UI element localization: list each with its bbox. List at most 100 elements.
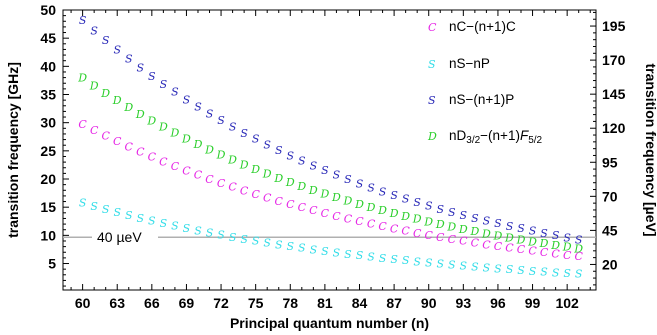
data-point-series-3: D: [227, 154, 237, 167]
data-point-series-0: C: [263, 192, 272, 205]
data-point-series-3: D: [377, 204, 387, 217]
data-point-series-3: D: [400, 210, 410, 223]
data-point-series-2: S: [287, 149, 295, 162]
data-point-series-1: S: [483, 261, 491, 274]
data-point-series-3: D: [516, 233, 526, 246]
data-point-series-0: C: [551, 248, 560, 261]
data-point-series-2: S: [344, 173, 352, 186]
data-point-series-1: S: [333, 246, 341, 259]
data-point-series-2: S: [125, 53, 133, 66]
data-point-series-2: S: [517, 222, 525, 235]
data-point-series-2: S: [448, 206, 456, 219]
data-point-series-2: S: [356, 177, 364, 190]
legend-marker-d: D: [427, 130, 437, 143]
data-point-series-2: S: [206, 107, 214, 120]
data-point-series-0: C: [171, 160, 180, 173]
data-point-series-2: S: [137, 61, 145, 74]
data-point-series-0: C: [528, 245, 537, 258]
data-point-series-2: S: [552, 229, 560, 242]
legend-marker-s-cyan: S: [428, 58, 436, 71]
data-point-series-3: D: [423, 215, 433, 228]
data-point-series-2: S: [240, 127, 248, 140]
x-tick-label: 69: [179, 295, 195, 311]
data-point-series-0: C: [482, 238, 491, 251]
data-point-series-3: D: [193, 138, 203, 151]
data-point-series-2: S: [494, 217, 502, 230]
data-point-series-1: S: [275, 238, 283, 251]
y-tick-label: 40: [40, 58, 56, 74]
data-point-series-1: S: [494, 262, 502, 275]
data-point-series-1: S: [540, 266, 548, 279]
data-point-series-1: S: [390, 253, 398, 266]
legend: C nC−(n+1)C S nS−nP S nS−(n+1)P D nD3/2−…: [427, 19, 543, 146]
data-point-series-2: S: [436, 203, 444, 216]
data-point-series-3: D: [89, 79, 99, 92]
data-point-series-2: S: [183, 93, 191, 106]
legend-marker-s-blue: S: [428, 94, 436, 107]
data-point-series-0: C: [344, 213, 353, 226]
data-point-series-3: D: [539, 237, 549, 250]
legend-label-nC-n1C: nC−(n+1)C: [449, 19, 516, 34]
data-point-series-0: C: [401, 225, 410, 238]
annotation-label: 40 µeV: [97, 229, 142, 245]
x-tick-label: 90: [421, 295, 437, 311]
data-point-series-3: D: [343, 195, 353, 208]
data-point-series-0: C: [148, 151, 157, 164]
legend-label-nD-n1F: nD3/2−(n+1)F5/2: [449, 128, 543, 146]
y-right-tick-label: 170: [602, 52, 626, 68]
data-point-series-2: S: [471, 212, 479, 225]
data-point-series-2: S: [160, 78, 168, 91]
data-point-series-3: D: [389, 207, 399, 220]
data-point-series-3: D: [446, 220, 456, 233]
data-point-series-3: D: [550, 239, 560, 252]
data-point-series-0: C: [240, 184, 249, 197]
data-point-series-3: D: [169, 127, 179, 140]
y-tick-label: 10: [40, 227, 56, 243]
x-axis-title: Principal quantum number (n): [230, 315, 429, 331]
y-tick-label: 45: [40, 30, 56, 46]
data-point-series-0: C: [517, 243, 526, 256]
data-point-series-0: C: [78, 118, 87, 131]
data-point-series-1: S: [90, 200, 98, 213]
data-point-series-3: D: [77, 72, 87, 85]
data-point-series-3: D: [296, 180, 306, 193]
data-point-series-1: S: [137, 212, 145, 225]
data-point-series-1: S: [471, 261, 479, 274]
data-point-series-2: S: [298, 154, 306, 167]
data-point-series-1: S: [298, 242, 306, 255]
tick-marks: [63, 9, 596, 290]
data-point-series-3: D: [354, 198, 364, 211]
data-point-series-2: S: [321, 164, 329, 177]
y-tick-label: 15: [40, 199, 56, 215]
data-point-series-1: S: [217, 229, 225, 242]
data-point-series-2: S: [79, 14, 87, 27]
y-axis-title: transition frequency [GHz]: [5, 62, 21, 238]
y-right-tick-label: 145: [602, 86, 626, 102]
data-point-series-3: D: [100, 87, 110, 100]
data-point-series-3: D: [527, 235, 537, 248]
x-tick-label: 78: [282, 295, 298, 311]
x-tick-label: 96: [490, 295, 506, 311]
data-point-series-3: D: [273, 172, 283, 185]
data-point-series-2: S: [563, 231, 571, 244]
data-point-series-2: S: [529, 225, 537, 238]
data-point-series-1: S: [552, 266, 560, 279]
data-point-series-1: S: [402, 254, 410, 267]
y-right-tick-label: 120: [602, 120, 626, 136]
data-point-series-0: C: [251, 188, 260, 201]
data-point-series-3: D: [146, 114, 156, 127]
data-point-series-1: S: [529, 265, 537, 278]
x-tick-label: 75: [248, 295, 264, 311]
data-point-series-3: D: [319, 188, 329, 201]
data-point-series-2: S: [194, 100, 202, 113]
y-tick-label: 25: [40, 143, 56, 159]
data-point-series-2: S: [460, 209, 468, 222]
data-point-series-0: C: [425, 229, 434, 242]
data-point-series-0: C: [505, 242, 514, 255]
data-point-series-3: D: [458, 223, 468, 236]
data-point-series-2: S: [402, 193, 410, 206]
data-point-series-1: S: [240, 233, 248, 246]
data-point-series-3: D: [308, 184, 318, 197]
x-tick-label: 63: [109, 295, 125, 311]
data-point-series-0: C: [448, 233, 457, 246]
